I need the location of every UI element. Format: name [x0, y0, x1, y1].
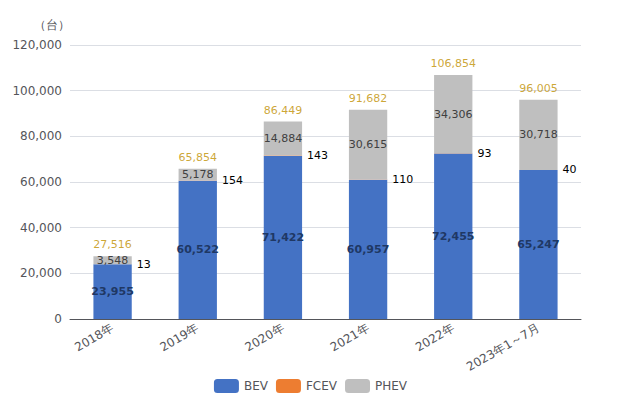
- svg-text:60,522: 60,522: [177, 243, 219, 256]
- svg-text:5,178: 5,178: [182, 168, 214, 181]
- svg-text:13: 13: [137, 258, 151, 271]
- svg-text:120,000: 120,000: [12, 38, 62, 52]
- svg-text:34,306: 34,306: [434, 108, 473, 121]
- svg-text:2022年: 2022年: [413, 321, 457, 354]
- svg-text:20,000: 20,000: [20, 266, 62, 280]
- svg-text:27,516: 27,516: [93, 238, 132, 251]
- svg-text:3,548: 3,548: [97, 254, 129, 267]
- svg-text:110: 110: [392, 173, 413, 186]
- svg-text:（台）: （台）: [34, 18, 70, 32]
- svg-text:71,422: 71,422: [262, 231, 304, 244]
- svg-text:PHEV: PHEV: [375, 379, 408, 393]
- svg-text:143: 143: [307, 149, 328, 162]
- svg-text:FCEV: FCEV: [306, 379, 338, 393]
- svg-text:30,718: 30,718: [519, 128, 558, 141]
- svg-text:100,000: 100,000: [12, 84, 62, 98]
- svg-text:BEV: BEV: [244, 379, 269, 393]
- svg-text:96,005: 96,005: [519, 82, 558, 95]
- svg-text:106,854: 106,854: [431, 57, 477, 70]
- svg-text:86,449: 86,449: [264, 104, 303, 117]
- svg-text:2020年: 2020年: [243, 321, 287, 354]
- svg-text:2021年: 2021年: [328, 321, 372, 354]
- svg-text:65,854: 65,854: [179, 151, 218, 164]
- svg-text:40,000: 40,000: [20, 221, 62, 235]
- svg-text:0: 0: [54, 312, 62, 326]
- svg-text:2023年1～7月: 2023年1～7月: [464, 321, 542, 374]
- svg-text:40: 40: [563, 163, 577, 176]
- svg-text:93: 93: [477, 147, 491, 160]
- svg-text:23,955: 23,955: [91, 285, 133, 298]
- svg-text:2018年: 2018年: [72, 321, 116, 354]
- svg-text:72,455: 72,455: [432, 230, 474, 243]
- svg-text:91,682: 91,682: [349, 92, 388, 105]
- svg-text:65,247: 65,247: [517, 238, 559, 251]
- svg-text:14,884: 14,884: [264, 132, 303, 145]
- svg-text:154: 154: [222, 174, 243, 187]
- svg-text:80,000: 80,000: [20, 129, 62, 143]
- svg-text:60,000: 60,000: [20, 175, 62, 189]
- svg-text:30,615: 30,615: [349, 138, 388, 151]
- svg-text:2019年: 2019年: [157, 321, 201, 354]
- svg-text:60,957: 60,957: [347, 243, 389, 256]
